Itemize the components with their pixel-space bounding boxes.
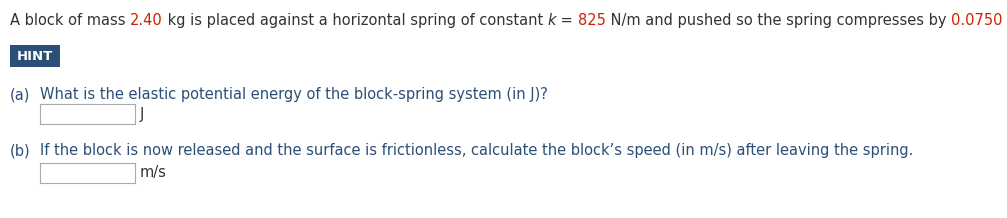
- Text: (b): (b): [10, 143, 30, 158]
- Text: A block of mass: A block of mass: [10, 13, 130, 28]
- Text: 2.40: 2.40: [130, 13, 163, 28]
- Text: k: k: [548, 13, 556, 28]
- Text: m.: m.: [1002, 13, 1007, 28]
- Text: N/m and pushed so the spring compresses by: N/m and pushed so the spring compresses …: [605, 13, 951, 28]
- Text: 0.0750: 0.0750: [951, 13, 1002, 28]
- Text: J: J: [140, 107, 144, 121]
- Text: m/s: m/s: [140, 165, 167, 181]
- Text: kg is placed against a horizontal spring of constant: kg is placed against a horizontal spring…: [163, 13, 548, 28]
- Text: HINT: HINT: [17, 49, 53, 63]
- Text: (a): (a): [10, 87, 30, 102]
- Text: If the block is now released and the surface is frictionless, calculate the bloc: If the block is now released and the sur…: [40, 143, 913, 158]
- Text: What is the elastic potential energy of the block-spring system (in J)?: What is the elastic potential energy of …: [40, 87, 548, 102]
- Text: =: =: [556, 13, 578, 28]
- Text: 825: 825: [578, 13, 605, 28]
